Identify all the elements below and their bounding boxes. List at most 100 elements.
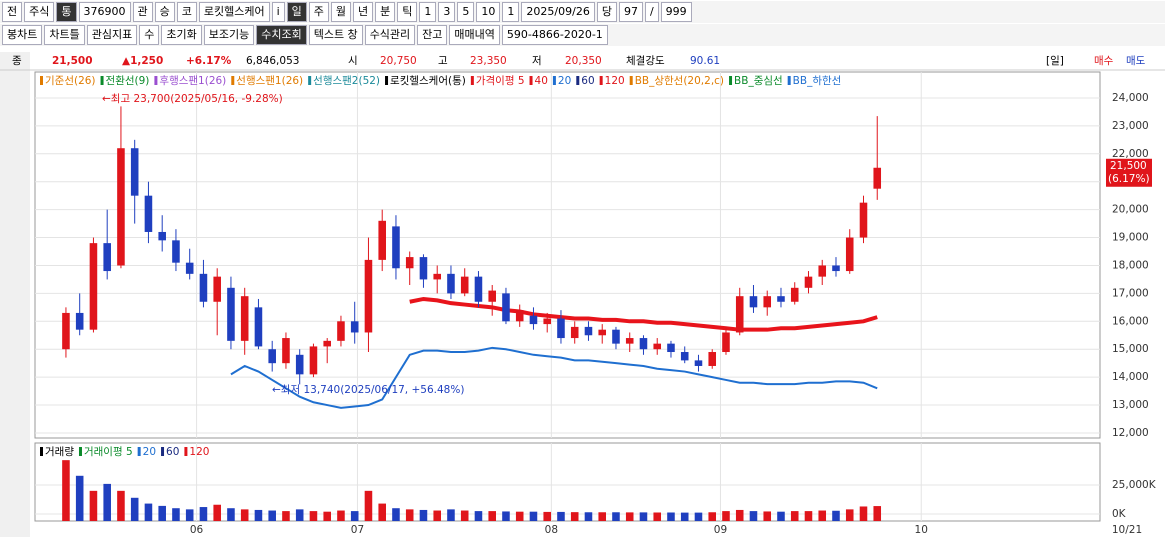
toolbar-button[interactable]: 97 <box>618 2 643 22</box>
volume-bar <box>295 509 304 521</box>
x-tick-label: 06 <box>190 524 204 536</box>
toolbar-button[interactable]: 3 <box>438 2 456 22</box>
toolbar-button[interactable]: 차트틀 <box>44 25 85 45</box>
candle-body <box>213 276 221 302</box>
toolbar-button[interactable]: 10 <box>476 2 501 22</box>
candle-body <box>447 273 455 294</box>
volume-bar <box>598 512 607 521</box>
candle-body <box>240 296 249 341</box>
price-tag-label: 21,500 <box>1110 160 1147 172</box>
y-tick-label: 15,000 <box>1112 343 1149 355</box>
info-text: 체결강도 <box>626 55 665 67</box>
candle-body <box>570 326 579 339</box>
volume-bar <box>680 512 689 521</box>
legend-swatch <box>599 76 603 85</box>
x-tick-label: 09 <box>714 524 727 536</box>
candle-body <box>584 326 593 336</box>
volume-bar <box>557 511 565 521</box>
volume-bar <box>667 512 675 521</box>
volume-bar <box>433 510 441 521</box>
volume-bar <box>735 509 744 521</box>
candle-body <box>818 265 827 277</box>
toolbar-button[interactable]: 590-4866-2020-1 <box>501 25 608 45</box>
toolbar-button[interactable]: 봉차트 <box>2 25 43 45</box>
toolbar-button[interactable]: 통 <box>56 2 77 22</box>
volume-bar <box>543 511 551 521</box>
toolbar-button[interactable]: 2025/09/26 <box>521 2 595 22</box>
toolbar-button[interactable]: 보조기능 <box>203 25 255 45</box>
toolbar-button[interactable]: 텍스트 창 <box>308 25 363 45</box>
candle-body <box>680 352 689 361</box>
toolbar-button[interactable]: 초기화 <box>161 25 202 45</box>
toolbar-button[interactable]: 전 <box>2 2 23 22</box>
legend-label: 기준선(26) <box>45 75 96 87</box>
toolbar-2: 봉차트 차트틀 관심지표 수 초기화 보조기능 수치조회 텍스트 창 수식관리 잔고 매매내역 590… <box>0 24 1165 46</box>
volume-bar <box>144 503 153 521</box>
candle-body <box>460 276 469 294</box>
toolbar-button[interactable]: 1 <box>502 2 520 22</box>
toolbar-button[interactable]: 999 <box>660 2 692 22</box>
toolbar-button[interactable]: 376900 <box>78 2 131 22</box>
candle-body <box>694 360 703 366</box>
toolbar-button[interactable]: 잔고 <box>417 25 448 45</box>
toolbar-button[interactable]: 월 <box>330 2 352 22</box>
volume-bar <box>172 508 180 521</box>
toolbar-button[interactable]: 일 <box>286 2 307 22</box>
toolbar-button[interactable]: 수치조회 <box>256 25 307 45</box>
info-text: 21,500 <box>52 55 93 67</box>
volume-bar <box>749 511 758 521</box>
legend-label: 전환선(9) <box>106 75 150 87</box>
toolbar-button[interactable]: 수 <box>139 25 160 45</box>
info-text: [일] <box>1046 54 1064 67</box>
info-text: ▲1,250 <box>122 55 163 67</box>
toolbar-button[interactable]: 주식 <box>24 2 55 22</box>
toolbar-button[interactable]: 틱 <box>397 2 418 22</box>
toolbar-button[interactable]: 관심지표 <box>86 25 138 45</box>
y-tick-label: 20,000 <box>1112 204 1149 216</box>
legend-swatch <box>161 447 165 456</box>
y-tick-label: 18,000 <box>1112 259 1149 271</box>
volume-bar <box>158 505 166 521</box>
candle-body <box>405 257 414 269</box>
y-tick-label: 23,000 <box>1112 120 1149 132</box>
y-tick-label: 17,000 <box>1112 287 1149 299</box>
toolbar-button[interactable]: 관 <box>132 2 153 22</box>
candle-body <box>612 329 620 344</box>
legend-label: BB_중심선 <box>734 75 783 87</box>
toolbar-button[interactable]: 수식관리 <box>364 25 416 45</box>
toolbar-button[interactable]: 년 <box>353 2 374 22</box>
candle-body <box>502 293 510 322</box>
candle-body <box>708 352 717 366</box>
toolbar-button[interactable]: 분 <box>375 2 396 22</box>
toolbar-button[interactable]: 승 <box>154 2 175 22</box>
y-tick-label: 14,000 <box>1112 371 1149 383</box>
info-text: 23,350 <box>470 55 507 67</box>
volume-bar <box>639 512 648 521</box>
toolbar-1: 전 주식 통 376900 관 승 코 로킷헬스케어 i 일 주 월 년 분 틱 1 3 5 10 1 2025/09/… <box>0 1 1165 23</box>
toolbar-button[interactable]: 코 <box>176 2 197 22</box>
x-tick-label: 08 <box>545 524 558 536</box>
candle-body <box>282 338 290 364</box>
left-sidebar <box>0 52 30 537</box>
toolbar-button[interactable]: 5 <box>457 2 475 22</box>
volume-bar <box>625 512 634 521</box>
toolbar-button[interactable]: 1 <box>419 2 437 22</box>
toolbar-button[interactable]: 로킷헬스케어 <box>198 2 270 22</box>
toolbar-button[interactable]: 당 <box>596 2 617 22</box>
candle-body <box>378 220 386 260</box>
toolbar-button[interactable]: 매매내역 <box>449 25 500 45</box>
volume-bar <box>213 504 221 521</box>
volume-bar <box>790 511 799 521</box>
toolbar-button[interactable]: 주 <box>308 2 329 22</box>
candle-body <box>749 296 758 308</box>
candle-body <box>117 148 125 266</box>
candle-body <box>158 231 166 241</box>
info-text: 90.61 <box>690 55 720 67</box>
legend-swatch <box>308 76 312 85</box>
toolbar-button[interactable]: i <box>271 2 285 22</box>
volume-bar <box>89 490 98 521</box>
info-text: 시 <box>348 55 358 67</box>
toolbar-button[interactable]: / <box>644 2 659 22</box>
candle-body <box>735 296 744 333</box>
